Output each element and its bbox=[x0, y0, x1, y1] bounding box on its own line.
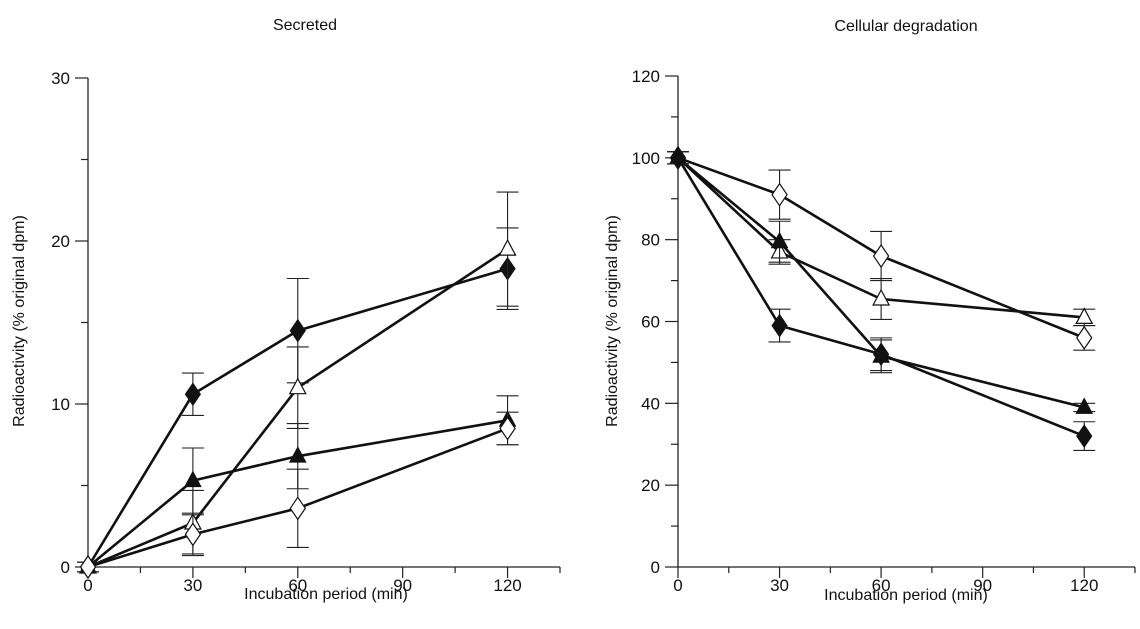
chart-title: Cellular degradation bbox=[834, 18, 977, 35]
data-point bbox=[1075, 325, 1093, 350]
data-point bbox=[669, 145, 687, 170]
x-tick-label: 90 bbox=[973, 576, 992, 595]
x-tick-label: 120 bbox=[1070, 576, 1098, 595]
y-tick-label: 60 bbox=[641, 313, 660, 332]
y-tick-label: 20 bbox=[641, 476, 660, 495]
data-point bbox=[289, 318, 306, 343]
y-tick-label: 30 bbox=[51, 69, 70, 88]
x-tick-label: 60 bbox=[872, 576, 891, 595]
series-line bbox=[87, 419, 508, 569]
chart-title: Secreted bbox=[273, 17, 337, 34]
series-line bbox=[87, 248, 509, 569]
data-point bbox=[288, 377, 307, 395]
data-point bbox=[1075, 397, 1094, 414]
x-tick-label: 60 bbox=[288, 576, 307, 595]
y-tick-label: 10 bbox=[51, 395, 70, 414]
y-tick-label: 20 bbox=[51, 232, 70, 251]
series-line bbox=[87, 427, 509, 569]
y-axis-label: Radioactivity (% original dpm) bbox=[604, 215, 621, 427]
x-tick-label: 0 bbox=[673, 576, 682, 595]
data-point bbox=[498, 238, 517, 256]
y-tick-label: 40 bbox=[641, 394, 660, 413]
x-tick-label: 30 bbox=[770, 576, 789, 595]
data-point bbox=[184, 522, 202, 547]
data-point bbox=[771, 182, 788, 207]
series-line bbox=[677, 156, 1085, 319]
series-4-open-diamond bbox=[77, 411, 519, 580]
series-line bbox=[677, 156, 1085, 340]
data-point bbox=[1075, 307, 1094, 325]
data-point bbox=[184, 470, 202, 488]
y-tick-label: 80 bbox=[641, 231, 660, 250]
y-axis-label: Radioactivity (% original dpm) bbox=[11, 215, 28, 427]
x-tick-label: 120 bbox=[493, 576, 521, 595]
data-point bbox=[872, 243, 890, 269]
data-point bbox=[872, 288, 891, 306]
data-point bbox=[771, 313, 788, 338]
data-point bbox=[289, 496, 307, 521]
data-point bbox=[288, 446, 307, 463]
y-tick-label: 0 bbox=[651, 558, 660, 577]
data-point bbox=[1076, 424, 1093, 448]
y-tick-label: 120 bbox=[632, 67, 660, 86]
series-line bbox=[676, 157, 1085, 438]
data-point bbox=[184, 382, 201, 407]
chart-panel-1: 0 10 20 30 0 30 60 90 120 Secreted Incubation peri… bbox=[11, 17, 561, 603]
chart-panel-2: 0 20 40 60 80 100 120 0 30 60 90 120 Cellular degrad… bbox=[604, 18, 1136, 604]
x-tick-label: 90 bbox=[393, 576, 412, 595]
y-tick-label: 100 bbox=[632, 149, 660, 168]
data-point bbox=[873, 342, 890, 367]
data-point bbox=[770, 231, 789, 249]
y-tick-label: 0 bbox=[61, 558, 70, 577]
series-4-filled-diamond bbox=[667, 145, 1096, 451]
data-point bbox=[79, 554, 97, 580]
x-axis-label: Incubation period (min) bbox=[244, 586, 408, 603]
data-point bbox=[499, 416, 516, 441]
x-tick-label: 30 bbox=[183, 576, 202, 595]
series-line bbox=[86, 267, 508, 568]
x-axis-label: Incubation period (min) bbox=[824, 587, 988, 604]
x-tick-label: 0 bbox=[83, 576, 92, 595]
series-line bbox=[677, 156, 1085, 409]
